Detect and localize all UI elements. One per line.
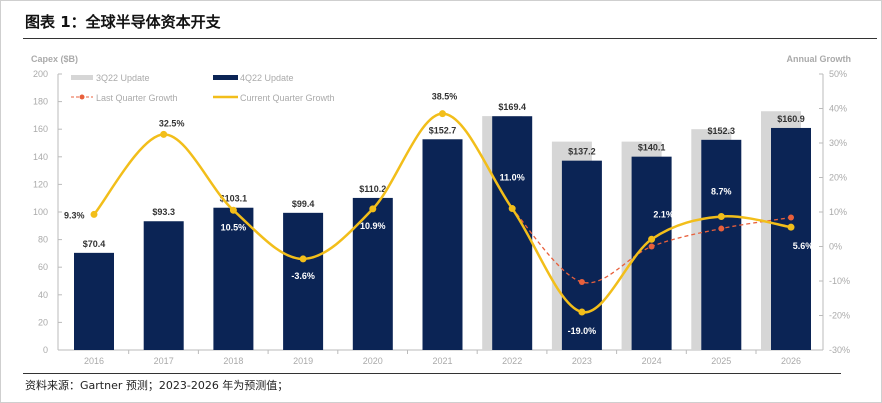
bar-4q22	[771, 127, 811, 350]
growth-value-label: 32.5%	[159, 118, 185, 128]
y-axis-label: Capex ($B)	[31, 54, 78, 64]
y-tick-label: 40	[38, 290, 48, 300]
y-tick-label: 140	[33, 152, 48, 162]
bar-value-label: $169.4	[498, 102, 526, 112]
current-quarter-growth-point	[648, 235, 656, 243]
current-quarter-growth-point	[717, 212, 725, 220]
y2-tick-label: -20%	[829, 311, 850, 321]
growth-value-label: 5.6%	[793, 241, 814, 251]
current-quarter-growth-point	[299, 255, 307, 263]
bar-4q22	[143, 221, 184, 350]
last-quarter-growth-point	[718, 225, 725, 232]
x-tick-label: 2021	[432, 356, 452, 366]
x-tick-label: 2025	[711, 356, 731, 366]
y2-tick-label: 20%	[829, 173, 847, 183]
y-tick-label: 160	[33, 124, 48, 134]
y2-tick-label: -30%	[829, 345, 850, 355]
y2-tick-label: 30%	[829, 138, 847, 148]
bar-4q22	[213, 207, 254, 350]
figure-title: 图表 1：全球半导体资本开支	[25, 13, 221, 31]
growth-value-label: 9.3%	[64, 210, 85, 220]
x-tick-label: 2016	[84, 356, 104, 366]
last-quarter-growth-point	[788, 214, 794, 221]
x-tick-label: 2020	[363, 356, 383, 366]
x-tick-label: 2026	[781, 356, 801, 366]
last-quarter-growth-point	[578, 279, 585, 286]
last-quarter-growth-point	[648, 243, 655, 250]
bar-4q22	[701, 139, 742, 350]
legend-label: Last Quarter Growth	[96, 93, 178, 103]
bar-value-label: $140.1	[638, 143, 666, 153]
y2-tick-label: 40%	[829, 104, 847, 114]
growth-value-label: 8.7%	[711, 186, 732, 196]
last-quarter-growth-line	[511, 208, 792, 284]
divider	[23, 373, 841, 374]
current-quarter-growth-point	[578, 308, 586, 316]
legend-label: 3Q22 Update	[96, 73, 150, 83]
bar-4q22	[74, 252, 114, 350]
y2-tick-label: 10%	[829, 207, 847, 217]
x-tick-label: 2017	[154, 356, 174, 366]
growth-value-label: 38.5%	[432, 92, 458, 102]
growth-value-label: 11.0%	[500, 173, 525, 183]
bar-value-label: $160.9	[777, 114, 805, 124]
legend-swatch-4q22	[213, 75, 238, 80]
x-tick-label: 2022	[502, 356, 522, 366]
bar-value-label: $70.4	[83, 239, 106, 249]
y2-tick-label: 50%	[829, 69, 847, 79]
growth-value-label: 10.9%	[360, 221, 386, 231]
y-tick-label: 80	[38, 235, 48, 245]
current-quarter-growth-point	[90, 210, 98, 218]
legend-label: 4Q22 Update	[240, 73, 294, 83]
growth-value-label: -3.6%	[291, 271, 315, 281]
y-tick-label: 120	[33, 179, 48, 189]
y2-axis-label: Annual Growth	[787, 54, 852, 64]
bar-4q22	[422, 139, 463, 350]
x-tick-label: 2024	[642, 356, 662, 366]
x-tick-label: 2023	[572, 356, 592, 366]
y2-tick-label: 0%	[829, 242, 842, 252]
y2-tick-label: -10%	[829, 276, 850, 286]
bar-value-label: $110.2	[359, 184, 386, 194]
bar-value-label: $152.3	[708, 126, 736, 136]
bar-value-label: $152.7	[429, 125, 457, 135]
y-tick-label: 60	[38, 262, 48, 272]
y-tick-label: 180	[33, 97, 48, 107]
source-note: 资料来源：Gartner 预测；2023-2026 年为预测值；	[25, 379, 289, 392]
growth-value-label: 2.1%	[653, 209, 674, 219]
x-tick-label: 2018	[223, 356, 243, 366]
y-tick-label: 0	[43, 345, 48, 355]
x-tick-label: 2019	[293, 356, 313, 366]
bar-value-label: $99.4	[292, 199, 315, 209]
current-quarter-growth-point	[508, 205, 516, 213]
bar-value-label: $103.1	[220, 194, 248, 204]
current-quarter-growth-point	[439, 110, 446, 118]
legend-swatch-3q22	[71, 75, 93, 80]
current-quarter-growth-point	[160, 130, 168, 138]
y-tick-label: 20	[38, 317, 48, 327]
legend-marker	[79, 94, 85, 100]
y-tick-label: 200	[33, 69, 48, 79]
legend-label: Current Quarter Growth	[240, 93, 335, 103]
current-quarter-growth-point	[787, 223, 795, 231]
chart-canvas: Capex ($B) Annual Growth 0 20 40 60 80 100 120 14…	[31, 54, 852, 366]
divider	[23, 38, 877, 39]
y-tick-label: 100	[33, 207, 48, 217]
current-quarter-growth-point	[229, 206, 237, 214]
bar-4q22	[561, 160, 602, 350]
bar-4q22	[283, 212, 324, 350]
growth-value-label: 10.5%	[221, 222, 247, 232]
growth-value-label: -19.0%	[568, 326, 597, 336]
current-quarter-growth-point	[369, 205, 377, 213]
bar-value-label: $137.2	[568, 147, 596, 157]
bar-value-label: $93.3	[152, 207, 175, 217]
